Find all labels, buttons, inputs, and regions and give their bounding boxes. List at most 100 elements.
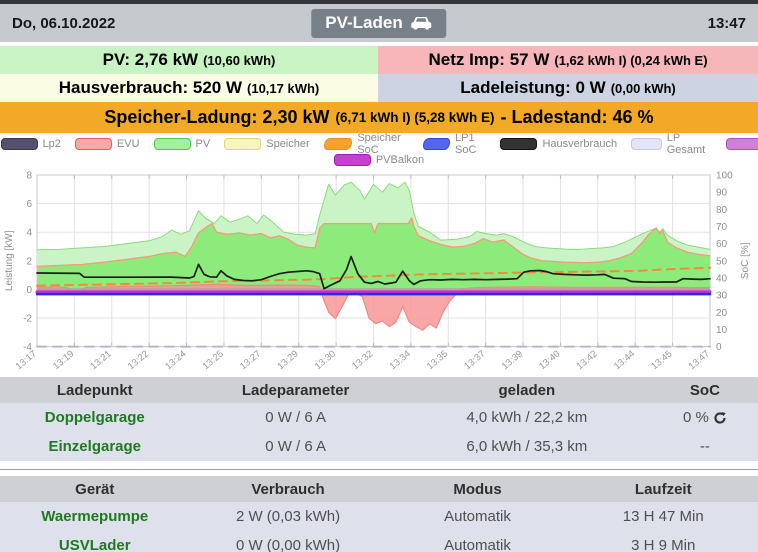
svg-text:13:25: 13:25 <box>201 348 226 372</box>
svg-text:-2: -2 <box>23 314 32 325</box>
legend-item-speicher[interactable]: Speicher <box>224 138 310 150</box>
column-header-ladepunkt: Ladepunkt <box>0 377 190 403</box>
legend-item-pv[interactable]: PV <box>153 138 211 150</box>
charge-parameters: 0 W / 6 A <box>189 403 402 432</box>
soc-value: -- <box>651 432 758 461</box>
svg-text:0: 0 <box>26 285 32 296</box>
status-rows: PV: 2,76 kW (10,60 kWh) Netz Imp: 57 W (… <box>0 46 758 102</box>
svg-text:13:30: 13:30 <box>313 348 338 372</box>
device-mode: Automatik <box>386 531 569 552</box>
charge-power-status-row: Ladeleistung: 0 W (0,00 kWh) <box>378 74 758 102</box>
legend-item-pvbalkon[interactable]: PVBalkon <box>333 154 425 166</box>
svg-text:30: 30 <box>716 291 728 302</box>
legend-item-lp-gesamt[interactable]: LP Gesamt <box>631 132 712 156</box>
svg-text:13:40: 13:40 <box>537 348 562 372</box>
legend-item-speicher-soc[interactable]: Speicher SoC <box>323 132 409 156</box>
chargepoint-name[interactable]: Einzelgarage <box>0 432 190 461</box>
legend-item-pvschuppen[interactable]: PVSchuppen <box>725 138 758 150</box>
svg-text:13:39: 13:39 <box>500 348 525 372</box>
legend-label: LP1 SoC <box>455 132 477 156</box>
grid-energy: (1,62 kWh I) (0,24 kWh E) <box>554 52 708 68</box>
svg-text:90: 90 <box>716 188 728 199</box>
top-bar: Do, 06.10.2022 PV-Laden 13:47 <box>0 4 758 42</box>
device-name[interactable]: USVLader <box>0 531 190 552</box>
svg-text:13:44: 13:44 <box>612 348 637 372</box>
svg-text:13:17: 13:17 <box>14 348 39 372</box>
soc-text: -- <box>699 438 710 455</box>
pv-status-row: PV: 2,76 kW (10,60 kWh) <box>0 46 378 74</box>
house-status-row: Hausverbrauch: 520 W (10,17 kWh) <box>0 74 378 102</box>
svg-text:70: 70 <box>716 222 728 233</box>
legend-row-1: PVBalkon <box>0 152 758 168</box>
chargepoint-row: Einzelgarage 0 W / 6 A 6,0 kWh / 35,3 km -- <box>0 432 758 461</box>
svg-text:6: 6 <box>26 199 32 210</box>
legend-swatch <box>725 138 758 150</box>
svg-text:13:19: 13:19 <box>51 348 76 372</box>
battery-soc: - Ladestand: 46 % <box>500 107 654 127</box>
section-divider <box>0 469 758 470</box>
charged-amount: 6,0 kWh / 35,3 km <box>401 432 652 461</box>
date-label: Do, 06.10.2022 <box>12 14 116 32</box>
svg-text:13:47: 13:47 <box>687 348 712 372</box>
svg-text:13:22: 13:22 <box>126 348 151 372</box>
charge-mode-button[interactable]: PV-Laden <box>311 8 447 38</box>
svg-text:SoC [%]: SoC [%] <box>740 242 751 279</box>
window-top-strip <box>0 0 758 4</box>
car-icon <box>411 16 433 30</box>
spacer <box>0 42 758 46</box>
legend-swatch <box>74 138 112 150</box>
svg-text:13:42: 13:42 <box>574 348 599 372</box>
charge-power-energy: (0,00 kWh) <box>610 80 676 96</box>
battery-value: Speicher-Ladung: 2,30 kW <box>104 107 330 127</box>
svg-text:13:29: 13:29 <box>275 348 300 372</box>
house-value: Hausverbrauch: 520 W <box>58 78 243 97</box>
device-name[interactable]: Waermepumpe <box>0 502 190 531</box>
device-table-header: Gerät Verbrauch Modus Laufzeit <box>0 476 758 502</box>
legend-swatch <box>224 138 262 150</box>
svg-text:80: 80 <box>716 205 728 216</box>
charge-mode-label: PV-Laden <box>325 12 403 32</box>
svg-text:60: 60 <box>716 239 728 250</box>
legend-item-hausverbrauch[interactable]: Hausverbrauch <box>500 138 617 150</box>
pv-value: PV: 2,76 kW <box>102 50 199 69</box>
svg-text:13:37: 13:37 <box>462 348 487 372</box>
legend-label: Lp2 <box>42 138 61 150</box>
legend-item-lp1-soc[interactable]: LP1 SoC <box>423 132 486 156</box>
device-table: Gerät Verbrauch Modus Laufzeit Waermepumpe 2… <box>0 476 758 552</box>
charge-parameters: 0 W / 6 A <box>189 432 402 461</box>
legend-label: LP Gesamt <box>666 132 706 156</box>
soc-refresh-icon[interactable] <box>713 411 727 425</box>
legend-swatch <box>323 138 353 150</box>
legend-swatch <box>423 138 451 150</box>
legend-label: PV <box>195 138 211 150</box>
svg-text:13:21: 13:21 <box>88 348 113 372</box>
svg-text:13:35: 13:35 <box>425 348 450 372</box>
legend-item-lp2[interactable]: Lp2 <box>0 138 61 150</box>
svg-text:Leistung [kW]: Leistung [kW] <box>4 230 15 291</box>
legend-swatch <box>333 154 371 166</box>
column-header-soc: SoC <box>651 377 758 403</box>
device-consumption: 2 W (0,03 kWh) <box>189 502 387 531</box>
device-runtime: 3 H 9 Min <box>568 531 758 552</box>
column-header-ladeparameter: Ladeparameter <box>189 377 402 403</box>
legend-swatch <box>153 138 191 150</box>
soc-text: 0 % <box>683 409 709 426</box>
chargepoint-table-header: Ladepunkt Ladeparameter geladen SoC <box>0 377 758 403</box>
legend-item-evu[interactable]: EVU <box>74 138 140 150</box>
grid-status-row: Netz Imp: 57 W (1,62 kWh I) (0,24 kWh E) <box>378 46 758 74</box>
legend-swatch <box>631 138 662 150</box>
series-line-pv-main <box>36 217 711 268</box>
svg-text:8: 8 <box>26 171 32 182</box>
device-consumption: 0 W (0,00 kWh) <box>189 531 387 552</box>
charged-amount: 4,0 kWh / 22,2 km <box>401 403 652 432</box>
series-area-evu <box>37 284 710 331</box>
grid-value: Netz Imp: 57 W <box>428 50 550 69</box>
svg-text:20: 20 <box>716 308 728 319</box>
series-line-hausverbrauch <box>36 255 711 290</box>
svg-text:100: 100 <box>716 171 733 182</box>
chargepoint-table: Ladepunkt Ladeparameter geladen SoC Doppelg… <box>0 377 758 461</box>
legend-label: PVBalkon <box>375 154 425 166</box>
chargepoint-name[interactable]: Doppelgarage <box>0 403 190 432</box>
